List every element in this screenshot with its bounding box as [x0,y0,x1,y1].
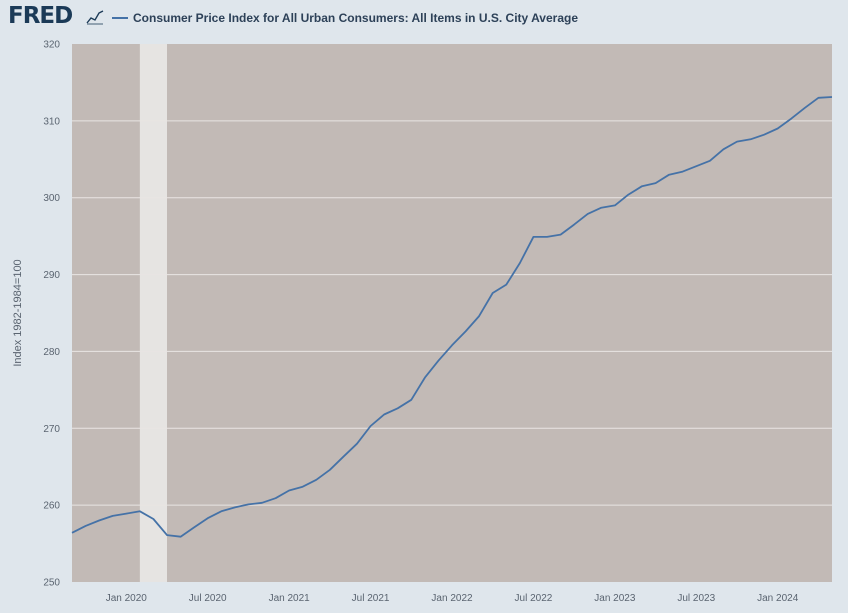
x-tick-label: Jul 2022 [515,593,553,604]
y-tick-label: 320 [43,40,60,51]
chart-legend[interactable]: Consumer Price Index for All Urban Consu… [112,9,578,27]
recession-band [139,44,167,582]
x-tick-label: Jan 2020 [106,593,148,604]
y-axis-title: Index 1982-1984=100 [12,259,24,366]
y-tick-label: 300 [43,193,60,204]
y-tick-label: 270 [43,424,60,435]
x-tick-label: Jan 2023 [594,593,636,604]
x-tick-label: Jul 2021 [352,593,390,604]
y-tick-label: 310 [43,116,60,127]
x-tick-label: Jul 2020 [189,593,227,604]
fred-line-graph-icon [86,10,104,25]
y-tick-label: 250 [43,578,60,589]
legend-swatch [112,17,128,19]
x-tick-label: Jan 2024 [757,593,799,604]
legend-series-label: Consumer Price Index for All Urban Consu… [133,11,578,25]
plot-background [72,44,832,582]
y-tick-label: 260 [43,501,60,512]
y-tick-label: 280 [43,347,60,358]
y-tick-label: 290 [43,270,60,281]
x-tick-label: Jul 2023 [677,593,715,604]
fred-logo[interactable]: FRED [8,3,73,29]
chart-header: FRED Consumer Price Index for All Urban … [0,0,848,36]
cpi-series-line[interactable] [71,96,833,538]
x-tick-label: Jan 2021 [269,593,311,604]
x-tick-label: Jan 2022 [431,593,473,604]
